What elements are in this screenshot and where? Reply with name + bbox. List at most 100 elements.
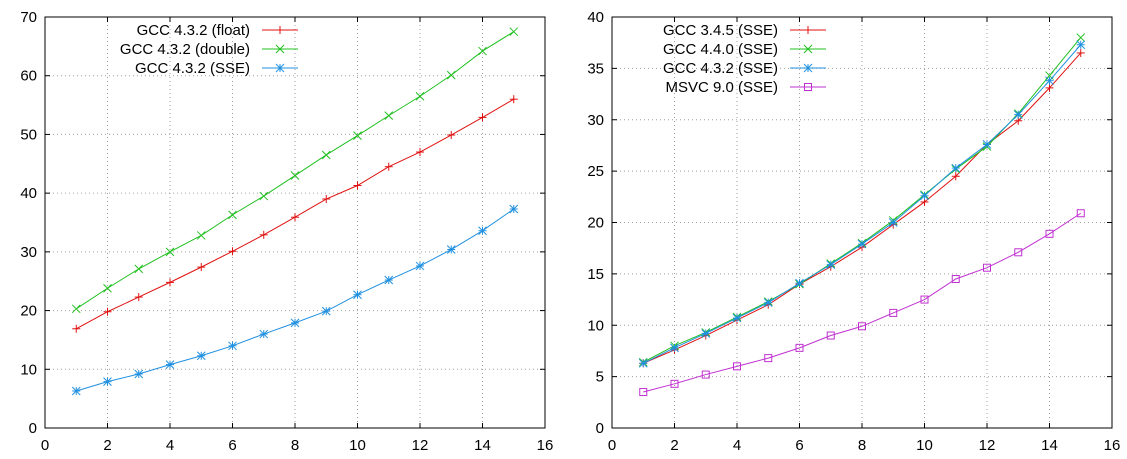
data-point (290, 171, 300, 180)
legend-label: MSVC 9.0 (SSE) (665, 79, 778, 96)
legend-item: MSVC 9.0 (SSE) (665, 79, 826, 96)
data-point (920, 295, 929, 304)
data-point (983, 263, 991, 272)
data-point (228, 247, 237, 256)
legend-label: GCC 3.4.5 (SSE) (663, 22, 778, 39)
data-point (446, 70, 456, 80)
data-point (920, 191, 929, 201)
x-tick-label: 8 (858, 437, 866, 454)
x-tick-label: 12 (412, 437, 429, 454)
x-tick-label: 16 (537, 437, 554, 454)
data-point (639, 388, 648, 397)
data-point (638, 358, 648, 368)
data-point (291, 213, 299, 222)
data-point (228, 210, 237, 220)
data-point (670, 343, 679, 353)
legend-label: GCC 4.3.2 (float) (137, 22, 250, 39)
data-point (321, 150, 331, 160)
y-tick-label: 5 (596, 369, 604, 386)
series-4 (639, 209, 1085, 397)
data-point (416, 148, 424, 157)
data-point (888, 218, 898, 227)
data-point (795, 278, 804, 288)
legend-marker (275, 63, 285, 73)
data-point (1045, 76, 1054, 86)
x-tick-label: 14 (474, 437, 491, 454)
data-point (1045, 229, 1054, 238)
data-point (701, 370, 710, 379)
y-tick-label: 40 (587, 9, 604, 26)
data-point (1045, 83, 1054, 92)
data-point (384, 111, 394, 120)
y-tick-label: 10 (587, 317, 604, 334)
legend-label: GCC 4.3.2 (double) (120, 41, 250, 58)
data-point (478, 226, 487, 236)
series-1 (72, 95, 518, 333)
data-point (982, 140, 992, 149)
data-point (415, 261, 425, 271)
legend-item: GCC 4.3.2 (double) (120, 41, 298, 58)
data-point (1014, 248, 1023, 257)
data-point (384, 162, 393, 171)
data-point (1013, 110, 1023, 119)
y-tick-label: 10 (20, 361, 37, 378)
legend-label: GCC 4.4.0 (SSE) (663, 41, 778, 58)
legend-item: GCC 4.3.2 (float) (137, 22, 298, 39)
axes: 0 5 10 15 20 25 30 35 40 0 2 4 6 8 10 12 14 16 (587, 9, 1120, 454)
legend-marker (803, 63, 813, 73)
data-point (478, 113, 487, 122)
legend-label: GCC 4.3.2 (SSE) (663, 60, 778, 77)
data-point (858, 322, 866, 331)
grid (45, 17, 545, 428)
data-point (134, 369, 144, 379)
data-point (447, 131, 456, 140)
y-tick-label: 35 (587, 60, 604, 77)
data-point (166, 278, 174, 287)
x-tick-label: 14 (1041, 437, 1058, 454)
data-point (71, 386, 81, 396)
x-tick-label: 6 (228, 437, 236, 454)
data-point (826, 260, 836, 269)
data-point (72, 324, 81, 333)
x-tick-label: 10 (349, 437, 366, 454)
x-tick-label: 4 (733, 437, 741, 454)
y-tick-label: 15 (587, 266, 604, 283)
series-line (643, 212, 1082, 393)
data-point (732, 313, 742, 323)
x-tick-label: 10 (916, 437, 933, 454)
data-point (1076, 33, 1086, 42)
data-point (165, 247, 175, 257)
data-point (321, 306, 331, 316)
data-point (763, 298, 773, 307)
data-point (795, 343, 804, 352)
x-tick-label: 16 (1104, 437, 1121, 454)
data-point (134, 293, 143, 302)
data-point (290, 318, 300, 328)
data-point (1076, 209, 1085, 218)
y-tick-label: 25 (587, 163, 604, 180)
data-point (353, 131, 362, 140)
data-point (103, 377, 112, 386)
data-point (322, 195, 331, 204)
data-point (259, 191, 269, 201)
legend-label: GCC 4.3.2 (SSE) (135, 60, 250, 77)
series-3 (638, 40, 1086, 368)
data-point (826, 331, 835, 340)
data-point (509, 27, 519, 37)
legend-marker (276, 26, 284, 34)
y-tick-label: 40 (20, 185, 37, 202)
data-point (353, 290, 362, 300)
x-tick-label: 4 (166, 437, 174, 454)
data-point (889, 308, 898, 317)
data-point (71, 304, 81, 314)
data-point (103, 307, 112, 316)
data-point (353, 181, 362, 190)
data-point (415, 91, 425, 101)
x-tick-label: 2 (103, 437, 111, 454)
series-1 (639, 48, 1085, 368)
series-line (643, 52, 1082, 364)
chart-left: 0 10 20 30 40 50 60 70 0 2 4 6 8 10 12 14 16 GCC 4.3.2 (f… (20, 9, 553, 454)
series-line (76, 208, 515, 392)
x-tick-label: 0 (608, 437, 616, 454)
